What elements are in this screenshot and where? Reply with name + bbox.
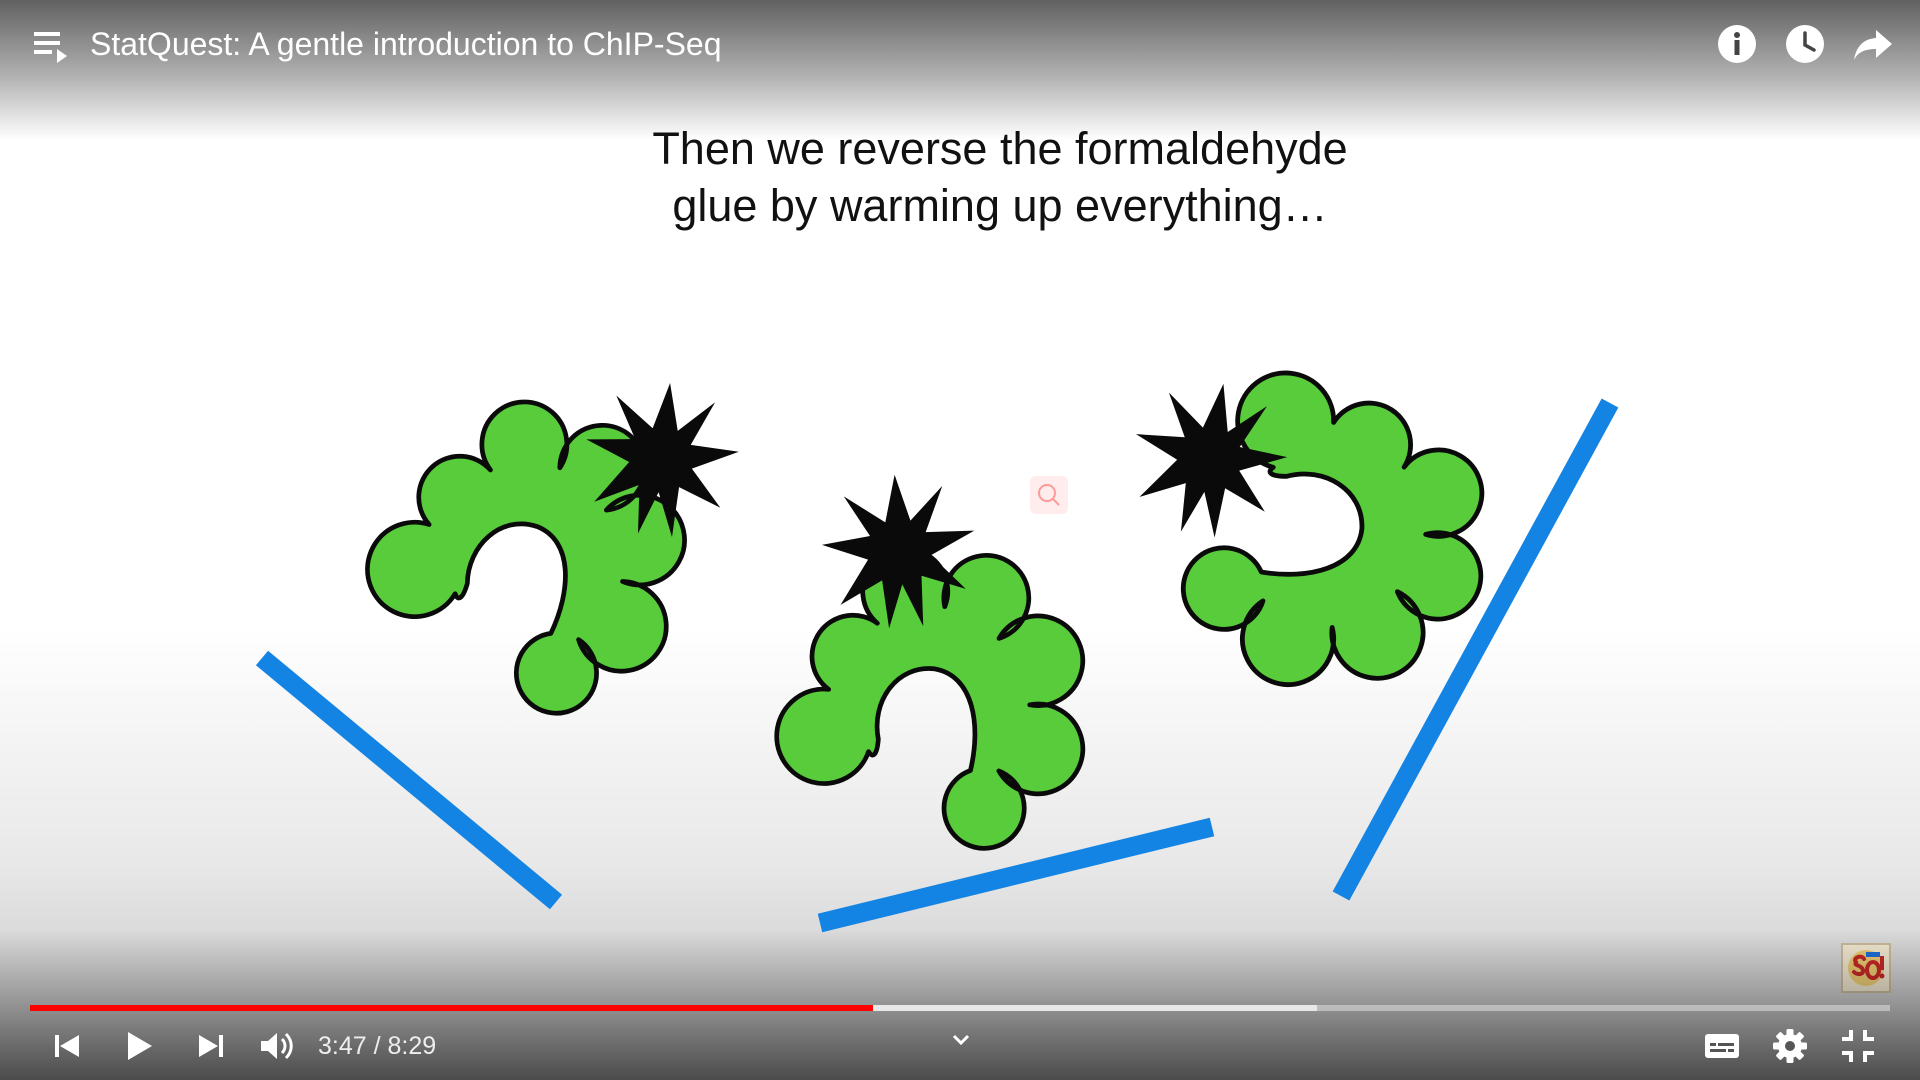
share-arrow-icon[interactable]: [1851, 22, 1895, 66]
dna-strand-left: [255, 650, 563, 910]
chevron-down-icon[interactable]: [948, 1030, 974, 1050]
info-icon[interactable]: [1715, 22, 1759, 66]
search-overlay-icon: [1030, 476, 1068, 514]
time-display: 3:47 / 8:29: [318, 1030, 436, 1062]
exit-fullscreen-icon: [1842, 1030, 1874, 1062]
dna-strand-middle: [817, 817, 1215, 933]
top-overlay-shade: [0, 0, 1920, 140]
subtitles-icon: [1705, 1034, 1739, 1058]
volume-button[interactable]: [255, 1024, 299, 1068]
previous-icon: [55, 1035, 79, 1057]
caption-line-2: glue by warming up everything…: [672, 180, 1328, 231]
protein-right: [1155, 348, 1506, 704]
subtitles-button[interactable]: [1700, 1024, 1744, 1068]
exit-fullscreen-button[interactable]: [1836, 1024, 1880, 1068]
previous-button[interactable]: [45, 1024, 89, 1068]
progress-bar[interactable]: [30, 1005, 1890, 1011]
video-title[interactable]: StatQuest: A gentle introduction to ChIP…: [90, 26, 722, 62]
time-separator: /: [366, 1032, 388, 1060]
volume-icon: [261, 1032, 293, 1060]
time-current: 3:47: [318, 1032, 367, 1060]
protein-middle: [764, 537, 1095, 863]
watch-later-clock-icon[interactable]: [1783, 22, 1827, 66]
dna-strand-right: [1332, 398, 1619, 901]
next-button[interactable]: [189, 1024, 233, 1068]
settings-gear-icon: [1773, 1029, 1807, 1063]
playlist-icon[interactable]: [30, 22, 74, 66]
next-icon: [199, 1035, 223, 1057]
progress-played: [30, 1005, 873, 1011]
play-button[interactable]: [117, 1024, 161, 1068]
settings-button[interactable]: [1768, 1024, 1812, 1068]
time-total: 8:29: [387, 1032, 437, 1060]
play-icon: [128, 1032, 152, 1060]
